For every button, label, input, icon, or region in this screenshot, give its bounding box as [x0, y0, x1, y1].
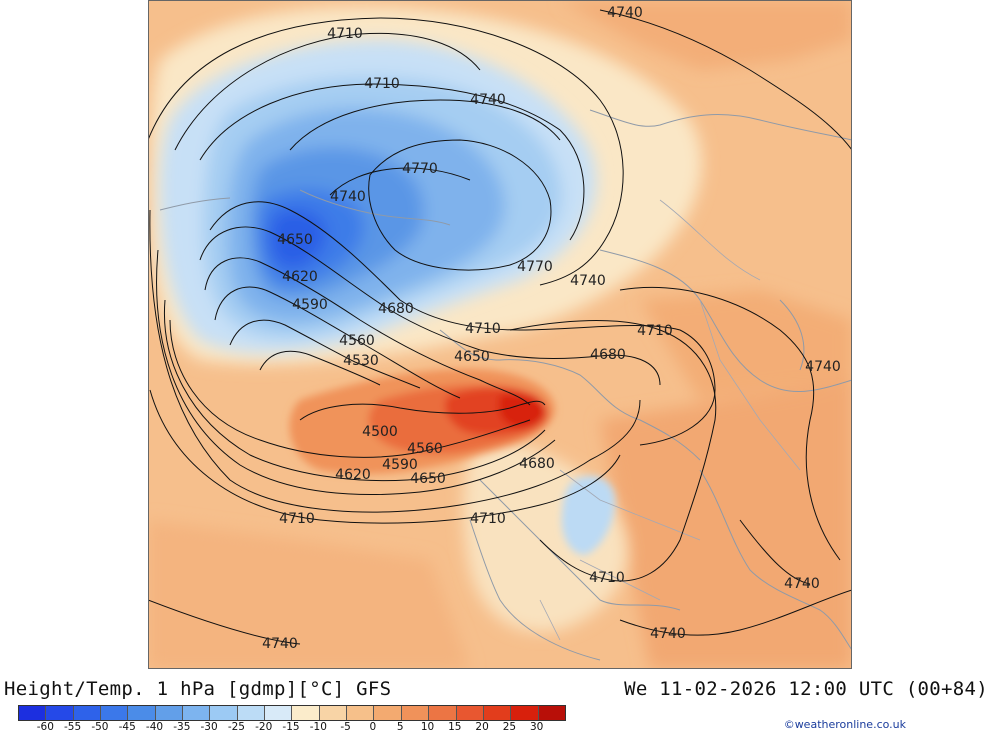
colorbar-tick-label: -50: [91, 721, 109, 733]
contour-label: 4710: [364, 76, 400, 92]
temperature-field-warm: [148, 0, 852, 669]
colorbar-swatch: [347, 706, 375, 720]
colorbar-tick-label: 30: [530, 721, 544, 733]
colorbar-tick-label: -30: [200, 721, 218, 733]
contour-label: 4710: [470, 511, 506, 527]
coastlines: [159, 109, 852, 661]
colorbar-swatch: [128, 706, 156, 720]
contour-label: 4680: [519, 456, 555, 472]
colorbar-swatch: [401, 706, 430, 720]
contour-label: 4740: [650, 626, 686, 642]
contour-label: 4560: [407, 441, 443, 457]
contour-label: 4560: [339, 333, 375, 349]
contour-label: 4740: [607, 5, 643, 21]
colorbar-ticks: -60 -55 -50 -45 -40 -35 -30 -25 -20 -15 -10 -5 0 5 10 1…: [18, 721, 564, 733]
colorbar-tick-label: 15: [448, 721, 462, 733]
contour-label: 4740: [262, 636, 298, 652]
colorbar-tick-label: -60: [36, 721, 54, 733]
country-borders: [539, 199, 801, 641]
contour-labels: 4740 4710 4710 4740 4770 4740 4650 4770 4620 4740…: [262, 5, 841, 652]
contour-label: 4650: [277, 232, 313, 248]
colorbar-tick-label: -55: [64, 721, 82, 733]
colorbar-tick-label: 25: [502, 721, 517, 733]
contour-label: 4680: [378, 301, 414, 317]
contour-label: 4680: [590, 347, 626, 363]
contour-label: 4590: [292, 297, 328, 313]
colorbar-swatch: [19, 706, 47, 720]
contour-label: 4710: [589, 570, 625, 586]
colorbar-tick-label: 0: [369, 721, 377, 733]
contour-label: 4710: [637, 323, 673, 339]
colorbar-tick-label: -45: [118, 721, 136, 733]
colorbar-swatch: [210, 706, 238, 720]
colorbar-swatch: [101, 706, 129, 720]
colorbar-swatch: [374, 706, 402, 720]
colorbar-tick-label: -10: [309, 721, 327, 733]
map-svg: 4740 4710 4710 4740 4770 4740 4650 4770 4620 4740…: [148, 0, 852, 669]
credit-link[interactable]: ©weatheronline.co.uk: [783, 718, 906, 731]
colorbar: [18, 705, 566, 721]
colorbar-swatch: [183, 706, 211, 720]
height-contours: [148, 9, 852, 645]
colorbar-swatch: [456, 706, 484, 720]
footer: [0, 669, 1000, 733]
colorbar-swatch: [511, 706, 539, 720]
colorbar-swatch: [155, 706, 184, 720]
contour-label: 4620: [335, 467, 371, 483]
contour-label: 4710: [279, 511, 315, 527]
colorbar-tick-label: -20: [255, 721, 273, 733]
colorbar-swatch: [319, 706, 348, 720]
colorbar-swatch: [237, 706, 266, 720]
temperature-field-cold: [160, 40, 597, 354]
colorbar-swatch: [483, 706, 512, 720]
valid-time: We 11-02-2026 12:00 UTC (00+84): [624, 678, 988, 700]
contour-label: 4500: [362, 424, 398, 440]
weather-map: 4740 4710 4710 4740 4770 4740 4650 4770 4620 4740…: [148, 0, 852, 669]
contour-label: 4650: [454, 349, 490, 365]
contour-label: 4650: [410, 471, 446, 487]
colorbar-tick-label: 20: [475, 721, 489, 733]
colorbar-swatch: [265, 706, 293, 720]
colorbar-tick-label: -15: [282, 721, 300, 733]
map-border: [148, 0, 852, 669]
contour-label: 4530: [343, 353, 379, 369]
colorbar-tick-label: -5: [340, 721, 351, 733]
contour-label: 4770: [517, 259, 553, 275]
colorbar-tick-label: -25: [227, 721, 245, 733]
contour-label: 4740: [330, 189, 366, 205]
colorbar-tick-label: 10: [420, 721, 435, 733]
contour-label: 4710: [327, 26, 363, 42]
temperature-field-cold-patch: [561, 476, 615, 555]
colorbar-tick-label: 5: [396, 721, 404, 733]
contour-label: 4770: [402, 161, 438, 177]
colorbar-swatch: [538, 706, 565, 720]
colorbar-swatch: [46, 706, 74, 720]
contour-label: 4740: [570, 273, 606, 289]
contour-label: 4590: [382, 457, 418, 473]
colorbar-swatch: [429, 706, 457, 720]
contour-label: 4710: [465, 321, 501, 337]
contour-label: 4620: [282, 269, 318, 285]
colorbar-swatch: [292, 706, 320, 720]
colorbar-tick-label: -40: [145, 721, 164, 733]
colorbar-swatch: [73, 706, 102, 720]
contour-label: 4740: [805, 359, 841, 375]
colorbar-tick-label: -35: [173, 721, 191, 733]
contour-label: 4740: [470, 92, 506, 108]
contour-label: 4740: [784, 576, 820, 592]
map-title: Height/Temp. 1 hPa [gdmp][°C] GFS: [4, 678, 392, 700]
